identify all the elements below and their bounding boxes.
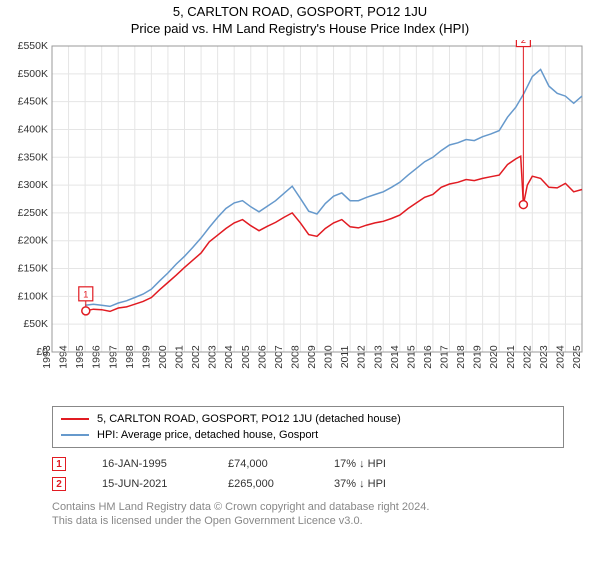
svg-text:1996: 1996	[91, 345, 103, 369]
transaction-marker: 1	[52, 457, 66, 471]
svg-text:2016: 2016	[422, 345, 434, 369]
svg-text:1995: 1995	[74, 345, 86, 369]
svg-text:2022: 2022	[521, 345, 533, 369]
svg-text:2008: 2008	[289, 345, 301, 369]
svg-text:2019: 2019	[472, 345, 484, 369]
transaction-vs-hpi: 17% ↓ HPI	[334, 458, 386, 470]
svg-text:2003: 2003	[207, 345, 219, 369]
footer-line-2: This data is licensed under the Open Gov…	[52, 514, 564, 528]
svg-text:2025: 2025	[571, 345, 583, 369]
chart-title-address: 5, CARLTON ROAD, GOSPORT, PO12 1JU	[0, 4, 600, 19]
svg-text:1: 1	[83, 289, 88, 300]
legend-item: HPI: Average price, detached house, Gosp…	[61, 427, 555, 443]
svg-text:1998: 1998	[124, 345, 136, 369]
svg-text:1994: 1994	[58, 345, 70, 369]
svg-text:2000: 2000	[157, 345, 169, 369]
transaction-vs-hpi: 37% ↓ HPI	[334, 478, 386, 490]
svg-text:£200K: £200K	[18, 235, 48, 247]
transactions-table: 1 16-JAN-1995 £74,000 17% ↓ HPI 2 15-JUN-2021…	[52, 454, 564, 494]
legend-swatch	[61, 434, 89, 436]
svg-text:2009: 2009	[306, 345, 318, 369]
transaction-date: 15-JUN-2021	[102, 478, 192, 490]
svg-text:2006: 2006	[256, 345, 268, 369]
transaction-price: £74,000	[228, 458, 298, 470]
svg-text:1997: 1997	[107, 345, 119, 369]
svg-text:2001: 2001	[174, 345, 186, 369]
svg-text:1999: 1999	[140, 345, 152, 369]
chart-container: 5, CARLTON ROAD, GOSPORT, PO12 1JU Price…	[0, 4, 600, 564]
svg-text:£150K: £150K	[18, 263, 48, 275]
legend-item: 5, CARLTON ROAD, GOSPORT, PO12 1JU (deta…	[61, 411, 555, 427]
svg-text:1993: 1993	[41, 345, 53, 369]
svg-text:2014: 2014	[389, 345, 401, 369]
transaction-price: £265,000	[228, 478, 298, 490]
svg-text:2: 2	[521, 40, 526, 46]
svg-text:2020: 2020	[488, 345, 500, 369]
svg-text:£50K: £50K	[23, 318, 48, 330]
line-chart-svg: £0£50K£100K£150K£200K£250K£300K£350K£400…	[10, 40, 590, 400]
svg-text:£550K: £550K	[18, 40, 48, 52]
svg-text:2007: 2007	[273, 345, 285, 369]
svg-text:2018: 2018	[455, 345, 467, 369]
svg-text:2010: 2010	[323, 345, 335, 369]
svg-text:2002: 2002	[190, 345, 202, 369]
transaction-row: 1 16-JAN-1995 £74,000 17% ↓ HPI	[52, 454, 564, 474]
svg-text:2021: 2021	[505, 345, 517, 369]
svg-text:2012: 2012	[356, 345, 368, 369]
transaction-row: 2 15-JUN-2021 £265,000 37% ↓ HPI	[52, 474, 564, 494]
chart-legend: 5, CARLTON ROAD, GOSPORT, PO12 1JU (deta…	[52, 406, 564, 448]
svg-text:2013: 2013	[372, 345, 384, 369]
svg-text:2024: 2024	[554, 345, 566, 369]
svg-text:£500K: £500K	[18, 68, 48, 80]
svg-text:£450K: £450K	[18, 96, 48, 108]
legend-label: HPI: Average price, detached house, Gosp…	[97, 429, 318, 441]
svg-text:£100K: £100K	[18, 290, 48, 302]
svg-text:£350K: £350K	[18, 151, 48, 163]
legend-swatch	[61, 418, 89, 420]
svg-text:2004: 2004	[223, 345, 235, 369]
transaction-marker: 2	[52, 477, 66, 491]
chart-plot-area: £0£50K£100K£150K£200K£250K£300K£350K£400…	[10, 40, 590, 400]
svg-text:£300K: £300K	[18, 179, 48, 191]
svg-text:2015: 2015	[405, 345, 417, 369]
svg-text:£250K: £250K	[18, 207, 48, 219]
svg-text:£400K: £400K	[18, 123, 48, 135]
footer-line-1: Contains HM Land Registry data © Crown c…	[52, 500, 564, 514]
svg-text:2005: 2005	[240, 345, 252, 369]
legend-label: 5, CARLTON ROAD, GOSPORT, PO12 1JU (deta…	[97, 413, 401, 425]
footer-attribution: Contains HM Land Registry data © Crown c…	[52, 500, 564, 529]
svg-text:2011: 2011	[339, 346, 351, 369]
transaction-date: 16-JAN-1995	[102, 458, 192, 470]
svg-text:2017: 2017	[439, 345, 451, 369]
chart-title-sub: Price paid vs. HM Land Registry's House …	[0, 21, 600, 36]
svg-text:2023: 2023	[538, 345, 550, 369]
